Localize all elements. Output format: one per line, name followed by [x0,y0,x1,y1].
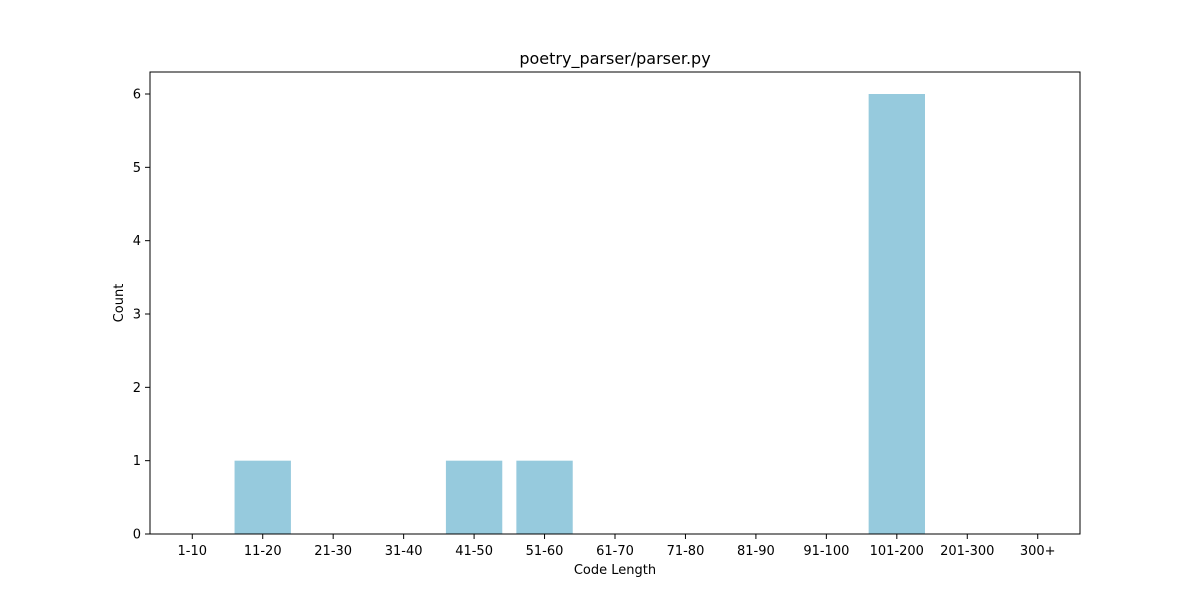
x-tick-label: 91-100 [803,544,849,559]
x-tick-label: 81-90 [737,544,775,559]
x-tick-label: 41-50 [455,544,493,559]
y-axis-label: Count [112,284,127,323]
y-tick-label: 5 [133,161,141,176]
x-tick-label: 71-80 [667,544,705,559]
x-axis-label: Code Length [574,563,656,578]
y-axis: 0 1 2 3 4 5 6 [133,88,150,543]
y-tick-label: 3 [133,308,141,323]
bars-group [234,94,925,534]
bar-11-20 [234,460,291,534]
x-tick-label: 201-300 [940,544,994,559]
y-tick-label: 6 [133,88,141,103]
x-tick-label: 11-20 [244,544,282,559]
bar-101-200 [868,94,925,534]
x-tick-label: 1-10 [178,544,208,559]
bar-41-50 [445,460,503,534]
x-tick-label: 51-60 [526,544,564,559]
x-tick-label: 101-200 [870,544,924,559]
x-axis: 1-10 11-20 21-30 31-40 41-50 51-60 61-70 71-80 8… [178,534,1056,559]
plot-area-frame [149,71,1081,535]
x-tick-label: 61-70 [596,544,634,559]
y-tick-label: 0 [133,528,141,543]
x-tick-label: 31-40 [385,544,423,559]
x-tick-label: 300+ [1020,544,1056,559]
x-tick-label: 21-30 [314,544,352,559]
y-tick-label: 1 [133,454,141,469]
y-tick-label: 2 [133,381,141,396]
chart-title: poetry_parser/parser.py [519,49,710,69]
y-tick-label: 4 [133,234,141,249]
bar-51-60 [516,460,573,534]
